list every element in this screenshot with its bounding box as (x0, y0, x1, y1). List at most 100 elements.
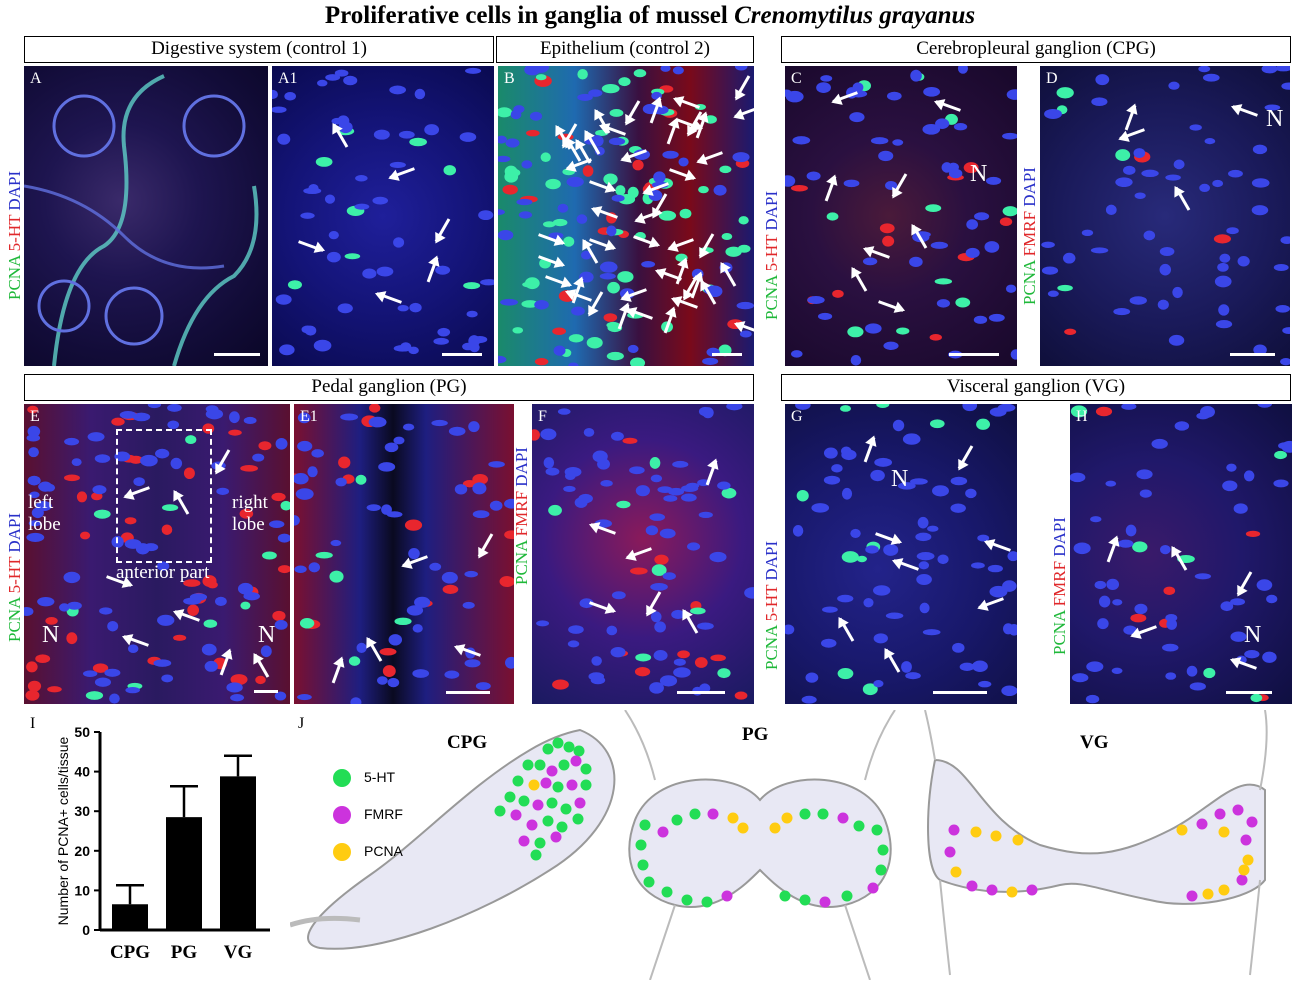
nucleus (840, 446, 852, 456)
x-tick-label: PG (171, 942, 198, 963)
cell-dot (1246, 816, 1258, 828)
nucleus (435, 265, 451, 275)
nucleus (107, 620, 119, 632)
nucleus (873, 633, 888, 644)
cell-dot (556, 821, 568, 833)
nucleus (1106, 578, 1120, 591)
legend-dot-pcna (333, 843, 351, 861)
nucleus (127, 644, 139, 654)
cell-dot (721, 890, 733, 902)
nucleus (792, 136, 811, 145)
nucleus (488, 461, 505, 468)
nucleus (462, 601, 475, 609)
nucleus (338, 121, 353, 134)
nucleus (173, 634, 187, 641)
nucleus (744, 587, 754, 599)
nucleus (540, 428, 557, 441)
nucleus (702, 357, 719, 365)
nucleus (576, 214, 588, 224)
nucleus (687, 542, 701, 551)
nucleus (660, 66, 671, 72)
nucleus (26, 661, 38, 673)
nucleus (668, 487, 685, 496)
left-lobe-label: left lobe (28, 492, 61, 535)
nucleus (974, 212, 990, 221)
nucleus (739, 330, 752, 338)
cell-dot (986, 884, 998, 896)
nucleus (1105, 204, 1117, 216)
nucleus (384, 442, 399, 453)
nucleus (582, 165, 594, 177)
cell-dot (494, 805, 506, 817)
nucleus (578, 493, 593, 504)
nucleus (94, 677, 112, 687)
nucleus (230, 674, 248, 685)
nucleus (80, 531, 91, 540)
nucleus (93, 509, 111, 519)
nucleus (400, 342, 412, 352)
nucleus (879, 223, 895, 234)
nucleus (31, 507, 44, 519)
nuclei-layer (785, 404, 1017, 704)
nucleus (464, 659, 481, 668)
nucleus (124, 539, 142, 549)
nucleus (563, 485, 576, 492)
nucleus (275, 294, 292, 305)
nucleus (878, 150, 894, 162)
panel-A1: A1 (272, 66, 494, 366)
y-tick-label: 0 (82, 922, 90, 938)
cell-dot (817, 808, 829, 820)
nucleus (464, 570, 478, 578)
y-axis-label: Number of PCNA+ cells/tissue (55, 736, 71, 925)
nucleus (1095, 406, 1113, 417)
nucleus (1151, 438, 1168, 449)
nucleus (510, 109, 522, 120)
nucleus (568, 625, 584, 634)
cell-dot (853, 820, 865, 832)
nucleus (965, 247, 980, 258)
nucleus (480, 279, 494, 286)
nucleus (216, 487, 230, 495)
nucleus (64, 437, 80, 446)
nucleus (28, 447, 39, 458)
pg-title: PG (742, 724, 769, 745)
nucleus (424, 124, 440, 136)
cell-dot (1232, 804, 1244, 816)
nucleus (170, 457, 183, 470)
nucleus (355, 474, 367, 485)
scale-bar (214, 353, 260, 356)
nucleus (155, 448, 170, 459)
nucleus (615, 185, 626, 196)
cell-dot (560, 803, 572, 815)
nucleus (498, 355, 507, 364)
nucleus (1174, 421, 1190, 431)
nucleus (317, 79, 328, 87)
nucleus (545, 467, 560, 476)
nucleus (28, 520, 42, 527)
nucleus (841, 487, 853, 500)
nucleus (1230, 631, 1247, 642)
cell-dot (580, 763, 592, 775)
nucleus (124, 517, 137, 525)
cell-dot (1026, 884, 1038, 896)
cell-dot (1186, 890, 1198, 902)
nucleus (922, 124, 941, 135)
nucleus (404, 519, 423, 531)
nucleus (820, 75, 833, 82)
cell-dot (657, 826, 669, 838)
neuropil-label: N (970, 161, 988, 187)
nucleus (865, 323, 882, 334)
nucleus (185, 435, 197, 445)
nucleus (202, 575, 217, 588)
nucleus (128, 455, 144, 464)
nucleus (161, 674, 174, 683)
nucleus (713, 184, 727, 196)
nucleus (989, 585, 1008, 598)
nucleus (978, 680, 992, 688)
nucleus (807, 296, 825, 304)
cell-dot (966, 880, 978, 892)
nucleus (1233, 503, 1248, 514)
nucleus (214, 596, 227, 606)
nucleus (1129, 296, 1147, 305)
nucleus (297, 440, 313, 452)
